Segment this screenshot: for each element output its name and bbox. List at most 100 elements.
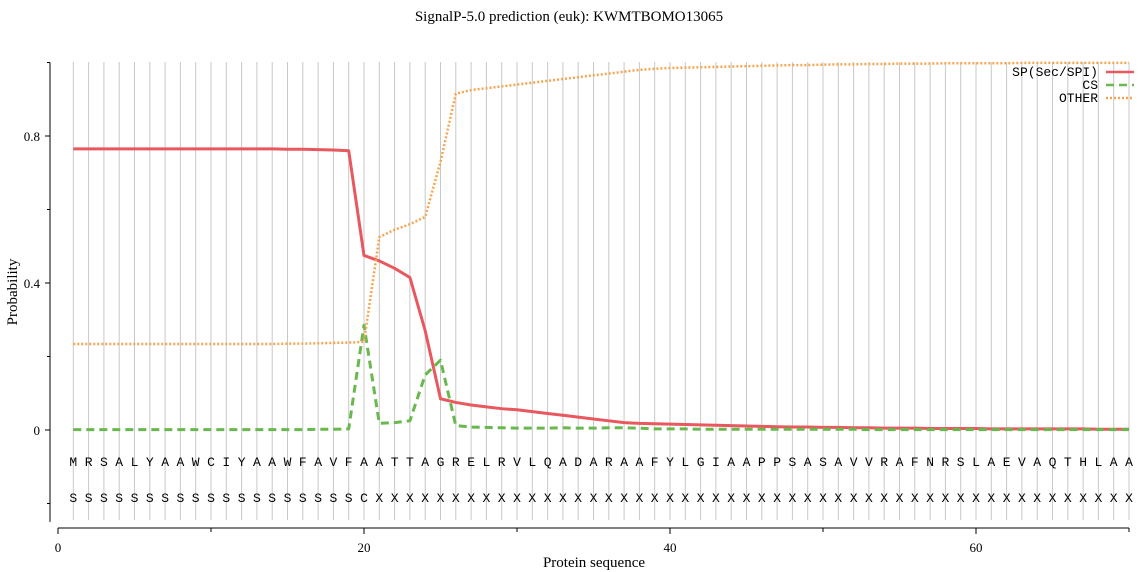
label-letter: X (743, 491, 751, 506)
label-letter: X (1003, 491, 1011, 506)
residue-letter: Q (1049, 455, 1057, 470)
label-letter: X (452, 491, 460, 506)
y-tick-label: 0.4 (24, 276, 41, 291)
residue-letter: D (574, 455, 582, 470)
label-letter: S (115, 491, 123, 506)
residue-letter: A (421, 455, 429, 470)
residue-letter: A (314, 455, 322, 470)
residue-letter: S (788, 455, 796, 470)
residue-letter: L (1094, 455, 1102, 470)
residue-letter: T (391, 455, 399, 470)
label-letter: X (819, 491, 827, 506)
residue-letter: A (1110, 455, 1118, 470)
residue-letter: V (865, 455, 873, 470)
legend-label: CS (1082, 78, 1098, 93)
label-letter: X (972, 491, 980, 506)
residue-letter: P (758, 455, 766, 470)
residue-letter: L (482, 455, 490, 470)
label-letter: X (544, 491, 552, 506)
residue-letter: L (528, 455, 536, 470)
label-letter: X (421, 491, 429, 506)
residue-letter: I (712, 455, 720, 470)
label-letter: X (911, 491, 919, 506)
label-letter: X (681, 491, 689, 506)
residue-letter: A (161, 455, 169, 470)
residue-letter: N (926, 455, 934, 470)
label-letter: S (314, 491, 322, 506)
label-letter: S (299, 491, 307, 506)
residue-letter: L (681, 455, 689, 470)
label-letter: S (69, 491, 77, 506)
series-line-other (73, 61, 1129, 346)
label-letter: X (482, 491, 490, 506)
residue-letter: A (590, 455, 598, 470)
series-line-sp-sec-spi- (73, 147, 1129, 431)
label-letter: X (620, 491, 628, 506)
y-axis: 0 0.4 0.8 (24, 62, 51, 522)
residue-letter: S (957, 455, 965, 470)
residue-letter: A (987, 455, 995, 470)
x-tick-label: 20 (358, 540, 371, 555)
label-letter: S (192, 491, 200, 506)
residue-letter: A (1125, 455, 1133, 470)
legend-label: SP(Sec/SPI) (1012, 65, 1098, 80)
residue-letter: R (498, 455, 506, 470)
residue-letter: W (192, 455, 200, 470)
label-letter: X (590, 491, 598, 506)
residue-letter: A (834, 455, 842, 470)
residue-letter: Y (146, 455, 154, 470)
residue-letter: F (345, 455, 353, 470)
label-letter: X (437, 491, 445, 506)
residue-letter: L (131, 455, 139, 470)
residue-letter: A (115, 455, 123, 470)
residue-letter: S (100, 455, 108, 470)
residue-letter: G (697, 455, 705, 470)
residue-letter: A (1033, 455, 1041, 470)
series-lines (73, 61, 1129, 432)
label-letter: X (865, 491, 873, 506)
label-letter: S (268, 491, 276, 506)
label-letter: S (161, 491, 169, 506)
label-letter: X (1049, 491, 1057, 506)
residue-letter: V (329, 455, 337, 470)
residue-letter: A (559, 455, 567, 470)
label-letter: X (1125, 491, 1133, 506)
label-letter: X (758, 491, 766, 506)
residue-letter: C (207, 455, 215, 470)
residue-letter: S (819, 455, 827, 470)
label-letter: X (834, 491, 842, 506)
label-letter: X (574, 491, 582, 506)
residue-letter: V (1018, 455, 1026, 470)
residue-letter: A (375, 455, 383, 470)
y-axis-title: Probability (5, 258, 21, 325)
label-letter: S (85, 491, 93, 506)
residue-letter: A (253, 455, 261, 470)
residue-grid (72, 62, 1130, 520)
residue-letter: T (1064, 455, 1072, 470)
label-letter: S (131, 491, 139, 506)
label-letter: S (238, 491, 246, 506)
label-letter: X (375, 491, 383, 506)
residue-letter: I (222, 455, 230, 470)
label-letter: S (284, 491, 292, 506)
label-letter: X (1033, 491, 1041, 506)
label-letter: X (635, 491, 643, 506)
label-letter: S (176, 491, 184, 506)
label-letter: X (957, 491, 965, 506)
residue-letter: R (880, 455, 888, 470)
residue-letter: G (437, 455, 445, 470)
residue-letter: A (727, 455, 735, 470)
label-letter: S (345, 491, 353, 506)
residue-letter: P (773, 455, 781, 470)
residue-letter: A (176, 455, 184, 470)
y-tick-label: 0 (34, 423, 41, 438)
label-letter: X (467, 491, 475, 506)
label-letter: X (712, 491, 720, 506)
label-letter: S (253, 491, 261, 506)
label-letter: X (804, 491, 812, 506)
label-letter: X (788, 491, 796, 506)
x-tick-label: 60 (970, 540, 983, 555)
label-letter: S (222, 491, 230, 506)
residue-letter: R (85, 455, 93, 470)
label-letter: X (926, 491, 934, 506)
